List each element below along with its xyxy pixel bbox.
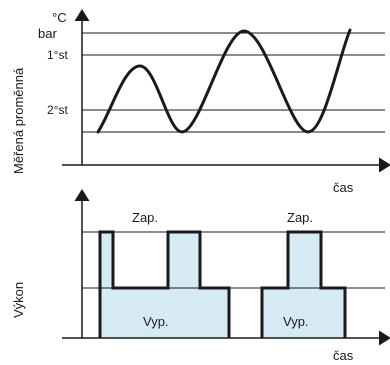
bottom-y-axis-label: Výkon [11, 282, 26, 318]
unit-celsius-label: °C [52, 10, 67, 25]
power-area-2 [262, 232, 345, 338]
power-area-1 [100, 232, 229, 338]
measured-variable-curve [96, 28, 352, 134]
power-step-line-2 [260, 230, 347, 338]
top-x-axis-label: čas [333, 180, 354, 195]
unit-bar-label: bar [38, 26, 57, 41]
top-y-axis-label: Měřená proměnná [11, 67, 26, 174]
off-label-2: Vyp. [283, 314, 309, 329]
power-step-line-1 [98, 230, 231, 338]
off-label-1: Vyp. [143, 314, 169, 329]
measured-variable-plot: °C bar 1°st 2°st Měřená proměnná čas [11, 9, 390, 195]
bottom-x-axis-label: čas [333, 348, 354, 363]
on-label-2: Zap. [287, 210, 313, 225]
power-plot: Zap. Zap. Vyp. Vyp. Výkon čas [11, 189, 390, 363]
on-label-1: Zap. [132, 210, 158, 225]
threshold-1-label: 1°st [47, 48, 68, 62]
threshold-2-label: 2°st [47, 103, 68, 117]
